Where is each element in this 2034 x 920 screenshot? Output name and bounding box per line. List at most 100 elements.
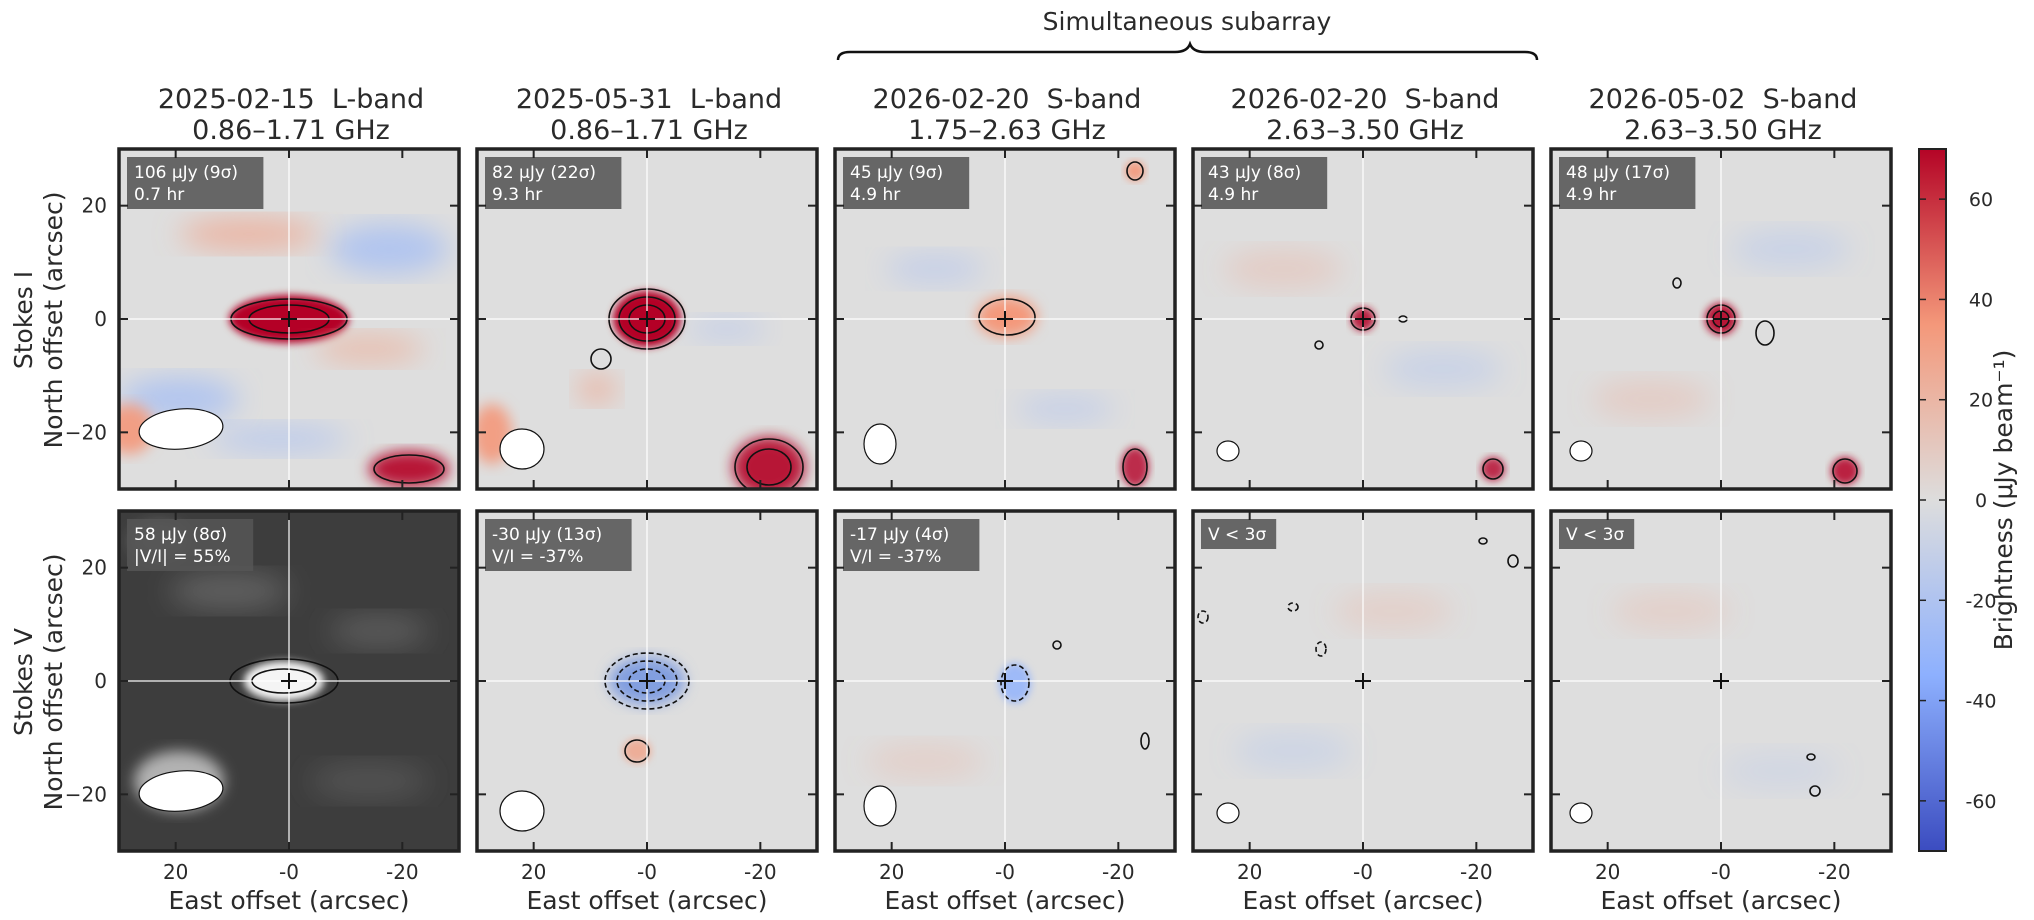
annotation-text: 4.9 hr: [850, 185, 900, 205]
source-position-marker: [639, 311, 655, 327]
annotation-text: 4.9 hr: [1566, 185, 1616, 205]
contour-line: [1287, 602, 1299, 612]
annotation-text: -17 μJy (4σ): [850, 525, 949, 545]
x-tick-label: 20: [879, 860, 904, 884]
column-title-4: 2026-02-20 S-band 2.63–3.50 GHz: [1231, 84, 1500, 146]
y-tick-label: −20: [65, 782, 107, 806]
colorbar-label: Brightness (μJy beam⁻¹): [1989, 350, 2018, 651]
y-tick-label: 0: [94, 669, 107, 693]
annotation-box: [843, 157, 970, 209]
column-titles: 2025-02-15 L-band 0.86–1.71 GHz 2025-05-…: [158, 84, 1858, 146]
x-tick-label: 20: [521, 860, 546, 884]
contour-line: [1052, 640, 1062, 650]
annotation-text: V/I = -37%: [492, 547, 583, 567]
x-tick-label: -20: [1818, 860, 1851, 884]
contour-line: [1507, 554, 1519, 568]
source-position-marker: [281, 311, 297, 327]
emission-blob: [623, 739, 651, 763]
column-title-4-line2: 2.63–3.50 GHz: [1266, 115, 1464, 146]
y-tick-label: 20: [82, 194, 107, 218]
panel-stokes-i-1: 106 μJy (9σ)0.7 hr 20 0 −20: [65, 147, 461, 491]
emission-blob: [1721, 751, 1841, 791]
colorbar-tick-label: 0: [1975, 490, 1987, 512]
emission-blob: [119, 377, 239, 421]
panel-image: [1551, 511, 1891, 851]
source-position-marker: [281, 673, 297, 689]
annotation-text: 43 μJy (8σ): [1208, 163, 1301, 183]
emission-blob: [977, 297, 1037, 337]
colorbar-ticks: 60 40 20 0 -20 -40 -60: [1919, 189, 1997, 813]
contour-line: [1140, 732, 1150, 750]
emission-blob: [179, 218, 319, 250]
contour-line: [1315, 641, 1327, 657]
contour-line: [1197, 610, 1209, 624]
x-axis-label: East offset (arcsec): [1242, 886, 1483, 915]
annotation-text: 48 μJy (17σ): [1566, 163, 1670, 183]
emission-blob: [169, 573, 289, 609]
column-title-5-line1: 2026-05-02 S-band: [1589, 84, 1858, 115]
annotation-text: V < 3σ: [1208, 525, 1266, 545]
contour-line: [1126, 161, 1144, 181]
annotation-box: [485, 157, 622, 209]
panel-stokes-v-1: 58 μJy (8σ)|V/I| = 55% 20 0 −20 20 -0 -20East …: [65, 509, 461, 915]
x-tick-label: -0: [637, 860, 657, 884]
panel-image: [119, 149, 459, 489]
emission-blob: [1731, 229, 1851, 269]
column-title-1: 2025-02-15 L-band 0.86–1.71 GHz: [158, 84, 424, 146]
contour-line: [1809, 785, 1821, 797]
contour-line: [1806, 753, 1816, 761]
annotation-box: [843, 519, 980, 571]
emission-blob: [1121, 447, 1149, 487]
x-axis-label: East offset (arcsec): [1600, 886, 1841, 915]
emission-blob: [733, 437, 805, 489]
colorbar-tick-label: -40: [1965, 691, 1996, 713]
beam-ellipse: [863, 785, 897, 827]
annotation-box: [485, 519, 632, 571]
x-tick-label: -20: [1460, 860, 1493, 884]
row-labels: Stokes I North offset (arcsec) Stokes V …: [9, 192, 68, 811]
annotation-text: |V/I| = 55%: [134, 547, 231, 567]
x-tick-label: -20: [386, 860, 419, 884]
source-position-marker: [1713, 311, 1729, 327]
emission-blob: [577, 375, 617, 403]
row-label-stokes-v-group: Stokes V North offset (arcsec): [9, 554, 68, 811]
x-tick-label: 20: [163, 860, 188, 884]
contour-line: [1478, 537, 1488, 545]
annotation-box: [1201, 157, 1328, 209]
x-axis-label: East offset (arcsec): [526, 886, 767, 915]
emission-blob: [1333, 591, 1453, 631]
x-tick-label: 20: [1237, 860, 1262, 884]
column-title-2-line1: 2025-05-31 L-band: [516, 84, 782, 115]
emission-blob: [1125, 161, 1145, 181]
emission-blob: [999, 663, 1031, 703]
x-tick-label: -0: [995, 860, 1015, 884]
panel-stokes-i-3: 45 μJy (9σ)4.9 hr: [833, 147, 1177, 491]
contour-line: [1672, 277, 1682, 289]
colorbar-tick-label: 60: [1969, 189, 1993, 211]
column-title-2-line2: 0.86–1.71 GHz: [550, 115, 748, 146]
beam-ellipse: [499, 790, 545, 832]
colorbar-tick-label: 40: [1969, 289, 1993, 311]
panel-stokes-i-2: 82 μJy (22σ)9.3 hr: [475, 147, 819, 491]
column-title-5-line2: 2.63–3.50 GHz: [1624, 115, 1822, 146]
row-label-stokes-i: Stokes I: [9, 271, 38, 369]
emission-blob: [329, 615, 429, 647]
contour-line: [1000, 664, 1030, 702]
annotation-text: -30 μJy (13σ): [492, 525, 602, 545]
contour-line: [1122, 448, 1148, 486]
colorbar-tick-label: 20: [1969, 390, 1993, 412]
colorbar: 60 40 20 0 -20 -40 -60 Brightness (μJy beam⁻¹): [1918, 148, 2018, 852]
column-title-3: 2026-02-20 S-band 1.75–2.63 GHz: [873, 84, 1142, 146]
emission-blob: [314, 334, 424, 364]
colorbar-tick-label: -60: [1965, 791, 1996, 813]
source-position-marker: [1355, 673, 1371, 689]
annotation-box: [127, 519, 254, 571]
beam-ellipse: [1216, 802, 1240, 824]
annotation-text: V/I = -37%: [850, 547, 941, 567]
source-position-marker: [1713, 673, 1729, 689]
beam-ellipse: [499, 428, 545, 470]
bracket-label: Simultaneous subarray: [1043, 7, 1332, 36]
source-position-marker: [1355, 311, 1371, 327]
y-tick-label: −20: [65, 420, 107, 444]
